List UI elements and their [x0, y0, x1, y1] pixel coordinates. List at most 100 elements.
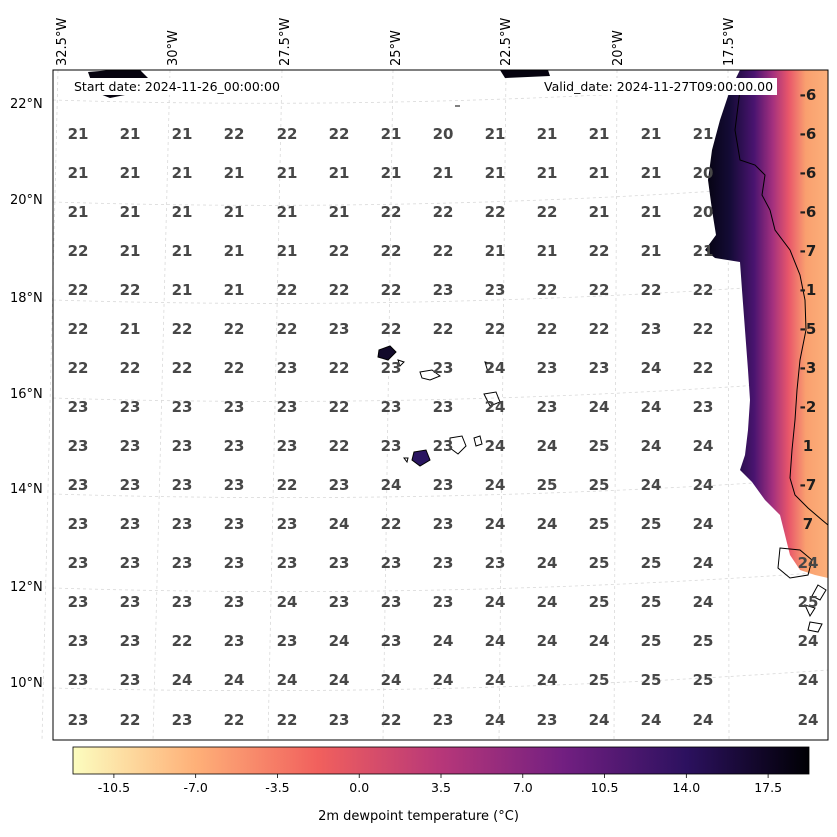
grid-value: 21 — [224, 281, 245, 299]
grid-value: 25 — [641, 632, 662, 650]
grid-value: 23 — [693, 398, 714, 416]
grid-value: 21 — [485, 242, 506, 260]
grid-value: 23 — [68, 476, 89, 494]
grid-value: 23 — [68, 437, 89, 455]
grid-value: 22 — [381, 281, 402, 299]
grid-value: 23 — [224, 437, 245, 455]
grid-value: 21 — [537, 125, 558, 143]
island-santo-antao — [377, 345, 397, 361]
grid-value: 25 — [693, 671, 714, 689]
grid-value: 22 — [433, 203, 454, 221]
grid-value: 24 — [485, 359, 506, 377]
grid-value: 21 — [172, 164, 193, 182]
grid-value: 22 — [120, 711, 141, 729]
grid-value: 22 — [433, 320, 454, 338]
grid-value: 24 — [537, 437, 558, 455]
grid-value: 24 — [641, 476, 662, 494]
start-date-label: Start date: 2024-11-26_00:00:00 — [70, 78, 284, 95]
grid-value: 25 — [641, 593, 662, 611]
grid-value: 23 — [433, 398, 454, 416]
grid-value: 22 — [537, 320, 558, 338]
valid-date-label: Valid_date: 2024-11-27T09:00:00.00 — [540, 78, 778, 95]
grid-value: 22 — [381, 711, 402, 729]
grid-value: 21 — [277, 203, 298, 221]
grid-value: 22 — [381, 242, 402, 260]
grid-value: 21 — [277, 164, 298, 182]
grid-value: -7 — [800, 476, 817, 494]
grid-value: -2 — [800, 398, 817, 416]
grid-value: 23 — [329, 476, 350, 494]
grid-value: 25 — [589, 554, 610, 572]
grid-value: 24 — [485, 711, 506, 729]
colorbar-label: 2m dewpoint temperature (°C) — [318, 809, 519, 824]
grid-value: 21 — [120, 242, 141, 260]
grid-value: 24 — [693, 593, 714, 611]
grid-value: 23 — [433, 281, 454, 299]
grid-value: 23 — [172, 515, 193, 533]
grid-value: 23 — [224, 398, 245, 416]
grid-value: 23 — [433, 515, 454, 533]
grid-value: 23 — [329, 320, 350, 338]
island-sal — [484, 361, 493, 374]
grid-value: 23 — [433, 437, 454, 455]
grid-value: 22 — [381, 515, 402, 533]
grid-value: 22 — [641, 281, 662, 299]
grid-value: 21 — [589, 203, 610, 221]
grid-value: 24 — [537, 671, 558, 689]
grid-value: 23 — [277, 398, 298, 416]
grid-value: 21 — [381, 125, 402, 143]
grid-value: 24 — [329, 515, 350, 533]
grid-value: 21 — [589, 164, 610, 182]
grid-value: 25 — [589, 671, 610, 689]
grid-value: 23 — [68, 632, 89, 650]
grid-value: 21 — [329, 164, 350, 182]
grid-value: 22 — [224, 320, 245, 338]
grid-value: 25 — [641, 554, 662, 572]
meridian-25w — [382, 69, 394, 741]
grid-value: 24 — [433, 632, 454, 650]
grid-value: 24 — [798, 554, 819, 572]
lon-label-32-5w: 32.5°W — [55, 17, 70, 66]
grid-value: 24 — [381, 671, 402, 689]
grid-value: 25 — [693, 632, 714, 650]
lon-label-25w: 25°W — [389, 30, 404, 66]
africa-land-field — [705, 70, 828, 578]
grid-value: 23 — [224, 515, 245, 533]
parallel-18n — [52, 281, 829, 304]
grid-value: 24 — [485, 593, 506, 611]
grid-value: 24 — [485, 632, 506, 650]
meridian-20w — [613, 69, 618, 741]
grid-value: 23 — [224, 554, 245, 572]
grid-value: 24 — [485, 398, 506, 416]
grid-value: 22 — [693, 320, 714, 338]
grid-value: 24 — [641, 437, 662, 455]
grid-value: 25 — [641, 671, 662, 689]
lon-label-17-5w: 17.5°W — [722, 17, 737, 66]
bijagos-island-3 — [807, 621, 823, 633]
grid-value: 24 — [589, 632, 610, 650]
grid-value: 23 — [537, 359, 558, 377]
island-brava — [403, 457, 409, 464]
grid-value: 23 — [172, 554, 193, 572]
grid-value: 22 — [68, 359, 89, 377]
grid-value: 22 — [537, 203, 558, 221]
grid-value: 22 — [277, 125, 298, 143]
grid-value: 23 — [537, 711, 558, 729]
grid-value: 25 — [589, 515, 610, 533]
colorbar-tick-label: -7.0 — [183, 780, 208, 795]
grid-value: 24 — [172, 671, 193, 689]
grid-value: 23 — [172, 398, 193, 416]
grid-value: 21 — [172, 203, 193, 221]
top-dark-patch-right — [500, 70, 550, 78]
grid-value: 21 — [641, 125, 662, 143]
lat-label-18n: 18°N — [10, 291, 43, 306]
parallel-22n — [52, 79, 829, 104]
grid-value: 21 — [641, 242, 662, 260]
grid-value: 24 — [589, 398, 610, 416]
grid-value: 24 — [798, 632, 819, 650]
grid-value: 23 — [172, 437, 193, 455]
grid-value: -6 — [800, 86, 817, 104]
grid-value: 25 — [589, 476, 610, 494]
grid-value: 24 — [485, 515, 506, 533]
grid-value: 22 — [277, 711, 298, 729]
